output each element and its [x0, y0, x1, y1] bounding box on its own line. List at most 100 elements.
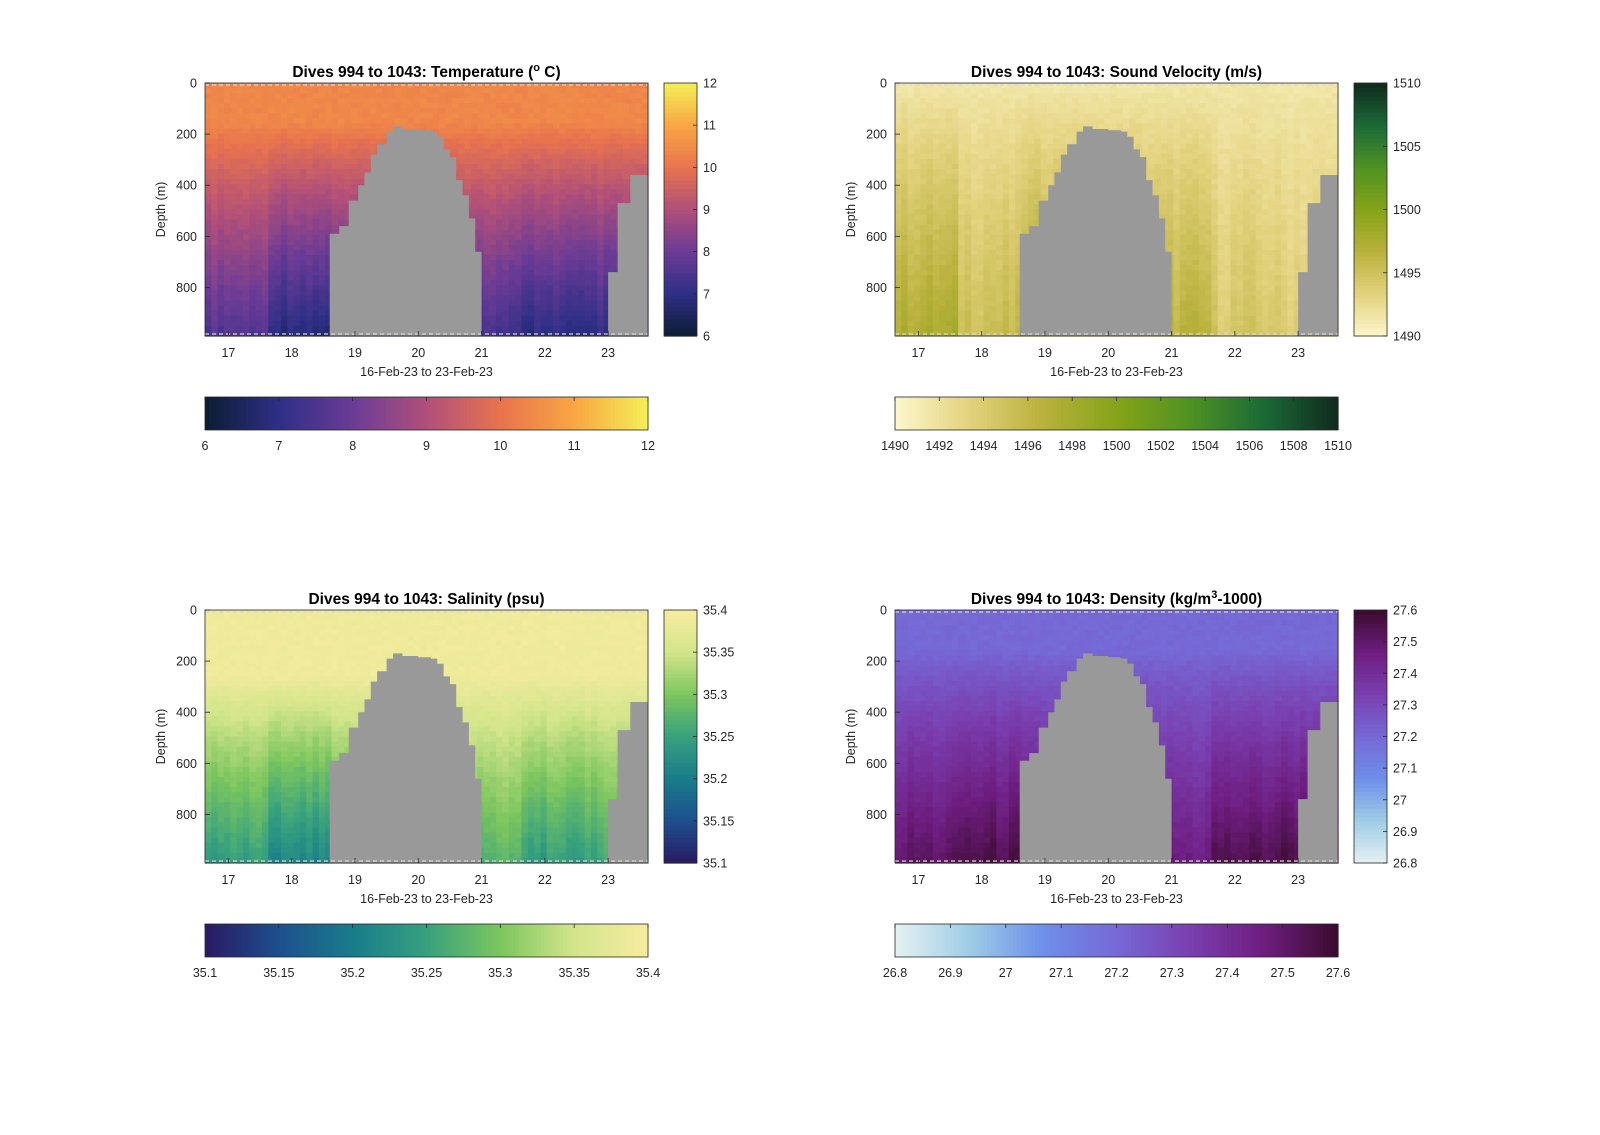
heatmap-cell	[344, 209, 352, 216]
heatmap-cell	[907, 209, 915, 216]
heatmap-cell	[597, 265, 605, 271]
heatmap-cell	[508, 163, 516, 170]
heatmap-cell	[534, 249, 542, 256]
heatmap-cell	[242, 103, 250, 109]
heatmap-cell	[996, 229, 1004, 236]
heatmap-cell	[325, 138, 333, 145]
heatmap-cell	[445, 133, 453, 140]
heatmap-cell	[236, 138, 244, 145]
heatmap-cell	[521, 138, 529, 145]
heatmap-cell	[242, 179, 250, 185]
heatmap-cell	[970, 315, 978, 322]
heatmap-cell	[274, 239, 282, 246]
heatmap-cell	[597, 118, 605, 125]
heatmap-cell	[1002, 295, 1010, 302]
heatmap-cell	[312, 169, 320, 175]
heatmap-cell	[477, 98, 485, 104]
heatmap-cell	[280, 169, 288, 175]
heatmap-cell	[280, 285, 288, 292]
heatmap-cell	[306, 295, 314, 302]
heatmap-cell	[369, 113, 377, 120]
heatmap-cell	[268, 315, 276, 322]
colorbar-tick-label: 11	[703, 119, 716, 133]
heatmap-cell	[895, 103, 902, 109]
colorbar-segment	[664, 293, 697, 299]
heatmap-cell	[527, 83, 535, 89]
heatmap-cell	[287, 174, 295, 180]
heatmap-cell	[236, 315, 244, 322]
heatmap-cell	[572, 260, 579, 266]
heatmap-cell	[432, 103, 440, 109]
heatmap-cell	[996, 143, 1004, 150]
heatmap-cell	[312, 260, 320, 266]
heatmap-cell	[280, 214, 288, 221]
heatmap-cell	[255, 123, 263, 130]
heatmap-cell	[970, 260, 978, 266]
heatmap-cell	[489, 300, 497, 307]
heatmap-cell	[913, 219, 921, 226]
heatmap-cell	[591, 133, 598, 140]
heatmap-cell	[274, 189, 282, 195]
heatmap-cell	[1008, 194, 1016, 200]
heatmap-cell	[331, 113, 339, 120]
heatmap-cell	[920, 138, 928, 145]
heatmap-cell	[306, 255, 314, 261]
heatmap-cell	[280, 189, 288, 195]
heatmap-cell	[489, 174, 497, 180]
heatmap-cell	[926, 224, 934, 231]
heatmap-cell	[584, 275, 592, 281]
heatmap-cell	[970, 199, 978, 206]
heatmap-cell	[527, 143, 535, 150]
heatmap-cell	[230, 234, 238, 241]
heatmap-cell	[432, 108, 440, 114]
heatmap-cell	[1040, 169, 1048, 175]
heatmap-cell	[901, 189, 909, 195]
heatmap-cell	[1034, 118, 1042, 125]
heatmap-cell	[1021, 179, 1029, 185]
heatmap-cell	[534, 244, 542, 251]
heatmap-cell	[483, 174, 491, 180]
heatmap-cell	[540, 194, 548, 200]
heatmap-cell	[280, 179, 288, 185]
heatmap-cell	[249, 280, 257, 286]
heatmap-cell	[274, 98, 282, 104]
heatmap-cell	[489, 88, 497, 94]
heatmap-cell	[553, 133, 560, 140]
heatmap-cell	[280, 103, 288, 109]
heatmap-cell	[312, 189, 320, 195]
heatmap-cell	[534, 320, 542, 327]
heatmap-cell	[331, 174, 339, 180]
heatmap-cell	[641, 113, 649, 120]
heatmap-cell	[312, 265, 320, 271]
heatmap-cell	[945, 219, 953, 226]
heatmap-cell	[515, 199, 523, 206]
heatmap-cell	[1008, 270, 1016, 276]
heatmap-cell	[255, 239, 263, 246]
heatmap-cell	[597, 270, 605, 276]
heatmap-cell	[597, 219, 605, 226]
heatmap-cell	[420, 93, 428, 99]
heatmap-cell	[901, 265, 909, 271]
heatmap-cell	[1002, 118, 1010, 125]
heatmap-cell	[502, 315, 510, 322]
heatmap-cell	[939, 93, 947, 99]
heatmap-cell	[205, 249, 212, 256]
heatmap-cell	[394, 83, 402, 89]
heatmap-cell	[223, 260, 231, 266]
heatmap-cell	[230, 83, 238, 89]
heatmap-cell	[236, 219, 244, 226]
heatmap-cell	[280, 83, 288, 89]
heatmap-cell	[939, 133, 947, 140]
heatmap-cell	[559, 108, 567, 114]
heatmap-cell	[616, 163, 624, 170]
heatmap-cell	[989, 88, 997, 94]
heatmap-cell	[945, 143, 953, 150]
heatmap-cell	[325, 229, 333, 236]
heatmap-cell	[242, 244, 250, 251]
heatmap-cell	[895, 229, 902, 236]
heatmap-cell	[951, 83, 959, 89]
heatmap-cell	[572, 280, 579, 286]
colorbar-segment	[396, 397, 402, 430]
heatmap-cell	[1015, 204, 1023, 211]
heatmap-cell	[223, 113, 231, 120]
